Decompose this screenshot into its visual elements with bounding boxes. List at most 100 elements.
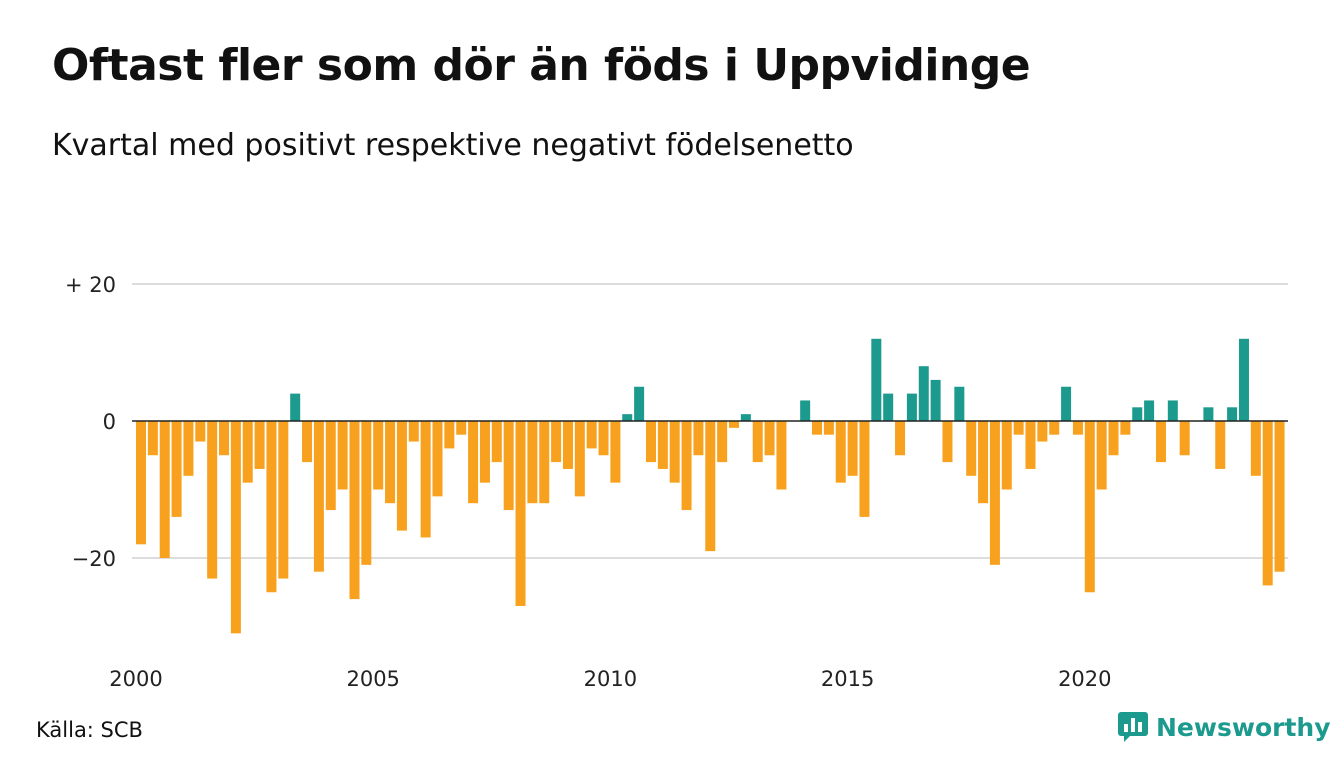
bar [385, 421, 396, 504]
bar [930, 379, 941, 421]
bar [195, 421, 206, 442]
bar [290, 393, 301, 421]
bar [136, 421, 146, 545]
bar [598, 421, 609, 456]
bar [266, 421, 277, 593]
x-tick-label: 2000 [109, 667, 162, 691]
bar [408, 421, 419, 442]
bar [895, 421, 906, 456]
bar [1250, 421, 1261, 476]
bar [942, 421, 953, 463]
bar [1132, 407, 1143, 421]
bar [539, 421, 550, 504]
bar [1049, 421, 1060, 435]
bar [147, 421, 158, 456]
bar [1013, 421, 1024, 435]
chart-subtitle: Kvartal med positivt respektive negativt… [52, 128, 854, 163]
bar [823, 421, 834, 435]
bar [1120, 421, 1131, 435]
bar [776, 421, 787, 490]
bar [349, 421, 360, 600]
bar [1025, 421, 1036, 469]
bar [954, 386, 965, 421]
bar [207, 421, 218, 579]
bar [219, 421, 230, 456]
bar [586, 421, 597, 449]
y-tick-label: 0 [103, 410, 116, 434]
bar [906, 393, 917, 421]
bars [136, 338, 1285, 634]
bar [657, 421, 668, 469]
bar [432, 421, 443, 497]
bar [859, 421, 870, 517]
source-note: Källa: SCB [36, 718, 143, 742]
bar [515, 421, 526, 606]
x-tick-label: 2015 [821, 667, 874, 691]
bar [1167, 400, 1178, 421]
bar [254, 421, 265, 469]
bar [812, 421, 823, 435]
bar [989, 421, 1000, 565]
x-tick-label: 2020 [1058, 667, 1111, 691]
bar [764, 421, 775, 456]
bar [1179, 421, 1190, 456]
newsworthy-chart-icon [1118, 712, 1148, 742]
bar [705, 421, 716, 552]
bar [1061, 386, 1072, 421]
bar [693, 421, 704, 456]
bar [729, 421, 739, 428]
x-axis-ticks: 2000 2005 2010 2015 2020 [109, 667, 1111, 691]
bar [1144, 400, 1155, 421]
bar [1001, 421, 1012, 490]
bar [562, 421, 573, 469]
bar [622, 414, 633, 421]
bar [883, 393, 894, 421]
bar [183, 421, 194, 476]
bar [171, 421, 182, 517]
brand-name: Newsworthy [1156, 712, 1331, 742]
bar [871, 338, 882, 421]
bar [503, 421, 514, 511]
bar [847, 421, 858, 476]
bar [278, 421, 289, 579]
bar [337, 421, 348, 490]
bar [361, 421, 372, 565]
bar [1262, 421, 1273, 586]
bar [468, 421, 479, 504]
bar [444, 421, 455, 449]
bar [313, 421, 324, 572]
bar [551, 421, 562, 463]
bar [1108, 421, 1119, 456]
bar [1096, 421, 1107, 490]
newsworthy-logo[interactable]: Newsworthy [1118, 712, 1331, 742]
bar [456, 421, 467, 435]
bar [800, 400, 811, 421]
bar [242, 421, 253, 483]
bar [479, 421, 490, 483]
y-tick-label: + 20 [65, 273, 116, 297]
bar [159, 421, 170, 558]
bar [740, 414, 751, 421]
bar [230, 421, 241, 634]
y-tick-label: −20 [72, 547, 116, 571]
bar [1203, 407, 1214, 421]
bar [373, 421, 384, 490]
bar [634, 386, 645, 421]
gridlines [132, 283, 1288, 559]
bar [396, 421, 407, 531]
bar [302, 421, 313, 463]
bar [1155, 421, 1166, 463]
bar [325, 421, 336, 511]
bar [1274, 421, 1285, 572]
bar [669, 421, 680, 483]
bar [491, 421, 502, 463]
bar [645, 421, 656, 463]
bar [527, 421, 538, 504]
bar [1084, 421, 1095, 593]
bar [752, 421, 763, 463]
bar [1215, 421, 1226, 469]
bar [1238, 338, 1249, 421]
bar [1227, 407, 1238, 421]
x-tick-label: 2010 [584, 667, 637, 691]
